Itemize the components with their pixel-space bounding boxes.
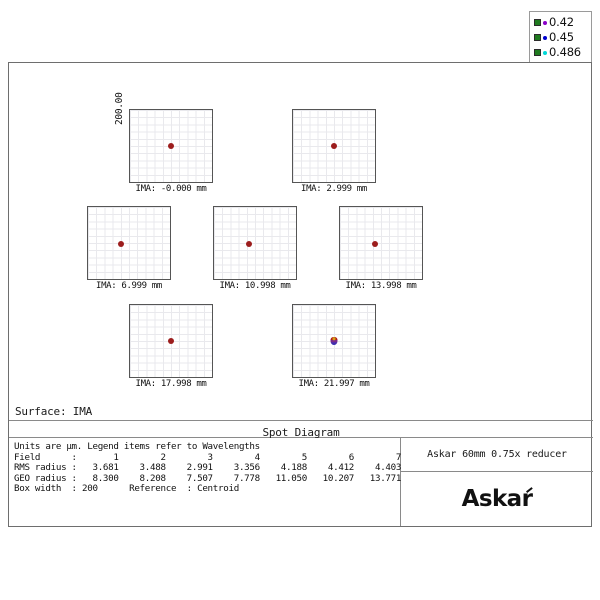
spot-field-cell: IMA: 2.999 mm xyxy=(292,109,376,194)
spot-field-cell: IMA: 6.999 mm xyxy=(87,206,171,291)
spot-plot-box xyxy=(213,206,297,280)
spot-marker xyxy=(168,338,174,344)
legend-item: 0.45 xyxy=(534,30,591,45)
brand-logo-box: Askar xyxy=(401,472,593,526)
branding-panel: Askar 60mm 0.75x reducer Askar xyxy=(401,438,593,526)
spot-diagram-report: IMA: -0.000 mm IMA: 2.999 mm IMA: 6.999 mm… xyxy=(8,62,593,527)
spot-field-label: IMA: 2.999 mm xyxy=(301,184,367,194)
legend-wavelength-label: 0.45 xyxy=(549,30,574,45)
spot-marker xyxy=(372,241,379,248)
legend-wavelength-label: 0.486 xyxy=(549,45,581,60)
legend-color-dot-icon xyxy=(543,50,547,55)
spot-plot-box xyxy=(129,109,213,183)
spot-plot-box xyxy=(339,206,423,280)
spot-plot-box xyxy=(129,304,213,378)
surface-label: Surface: IMA xyxy=(15,405,93,418)
surface-band: Surface: IMA xyxy=(9,403,593,421)
spot-marker xyxy=(246,241,253,248)
model-name: Askar 60mm 0.75x reducer xyxy=(427,449,567,460)
spot-field-label: IMA: 6.999 mm xyxy=(96,281,162,291)
rms-radius-row: RMS radius : 3.681 3.488 2.991 3.356 4.1… xyxy=(14,462,402,474)
spot-marker xyxy=(330,337,338,345)
spot-plot-box xyxy=(87,206,171,280)
spot-field-label: IMA: 10.998 mm xyxy=(219,281,291,291)
spot-field-cell: IMA: 21.997 mm xyxy=(292,304,376,389)
units-note: Units are µm. Legend items refer to Wave… xyxy=(14,441,260,452)
footer-area: Units are µm. Legend items refer to Wave… xyxy=(9,438,593,526)
legend-square-icon xyxy=(534,19,541,27)
legend-wavelength-label: 0.42 xyxy=(549,15,574,29)
spot-marker xyxy=(331,143,337,149)
legend-color-dot-icon xyxy=(543,35,547,40)
spot-field-cell: IMA: -0.000 mm xyxy=(129,109,213,194)
legend-square-icon xyxy=(534,49,541,57)
spot-field-cell: IMA: 17.998 mm xyxy=(129,304,213,389)
statistics-panel: Units are µm. Legend items refer to Wave… xyxy=(9,438,401,526)
y-axis-scale-label: 200.00 xyxy=(114,92,125,125)
title-band: Spot Diagram xyxy=(9,421,593,439)
spot-field-cell: IMA: 10.998 mm xyxy=(213,206,297,291)
field-row: Field : 1 2 3 4 5 6 7 xyxy=(14,451,402,463)
legend-item: 0.486 xyxy=(534,45,591,60)
brand-logo-text: Askar xyxy=(461,486,533,512)
legend-square-icon xyxy=(534,34,541,42)
geo-radius-row: GEO radius : 8.300 8.208 7.507 7.778 11.… xyxy=(14,472,402,484)
spot-field-cell: IMA: 13.998 mm xyxy=(339,206,423,291)
legend-color-dot-icon xyxy=(543,20,547,25)
spot-field-label: IMA: -0.000 mm xyxy=(135,184,207,194)
brand-logo: Askar xyxy=(461,486,534,512)
spot-marker xyxy=(168,143,174,149)
spot-field-label: IMA: 21.997 mm xyxy=(298,379,370,389)
spot-field-label: IMA: 13.998 mm xyxy=(345,281,417,291)
spot-plot-box xyxy=(292,304,376,378)
spot-field-label: IMA: 17.998 mm xyxy=(135,379,207,389)
spot-marker xyxy=(117,241,124,248)
page-title: Spot Diagram xyxy=(262,426,340,439)
box-width-row: Box width : 200 Reference : Centroid xyxy=(14,483,239,495)
spot-grid: IMA: -0.000 mm IMA: 2.999 mm IMA: 6.999 mm… xyxy=(9,63,593,403)
spot-plot-box xyxy=(292,109,376,183)
legend-item: 0.42 xyxy=(534,15,591,30)
model-name-box: Askar 60mm 0.75x reducer xyxy=(401,438,593,472)
